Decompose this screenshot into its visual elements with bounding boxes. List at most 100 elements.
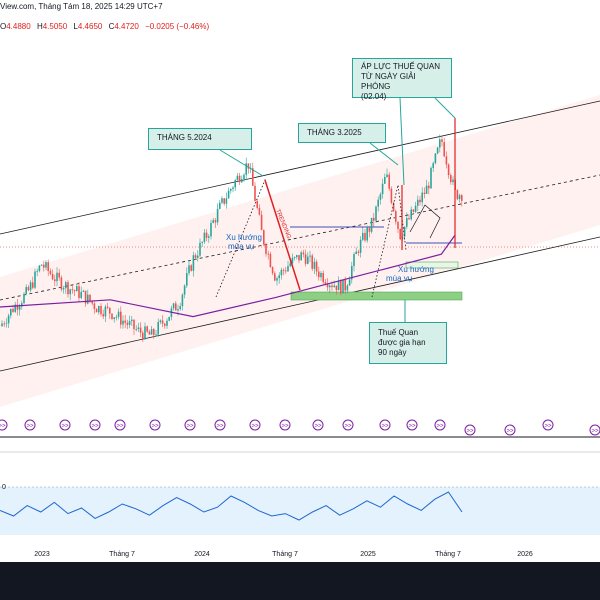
candle-body	[18, 306, 21, 310]
candle-body	[307, 256, 309, 264]
candle-body	[247, 163, 250, 169]
support-band	[290, 291, 463, 301]
candle-body	[425, 185, 428, 194]
candle-body	[164, 323, 166, 326]
candle-body	[282, 269, 285, 271]
event-circle-glyph: >>	[545, 424, 553, 430]
event-circle	[504, 424, 516, 436]
candle-body	[232, 187, 234, 190]
candle-body	[436, 147, 439, 154]
candle-body	[14, 304, 16, 312]
candle-body	[227, 190, 230, 199]
candle-body	[432, 163, 434, 168]
candle-body	[285, 270, 287, 272]
candle-body	[357, 251, 360, 253]
tariff-extension-line-1: Thuế Quan	[378, 328, 419, 337]
x-axis-tick: Tháng 7	[109, 551, 135, 558]
event-circle	[89, 419, 101, 431]
oscillator-band	[0, 487, 600, 535]
candle-body	[210, 222, 212, 237]
candle-body	[333, 285, 335, 288]
candle-body	[29, 282, 32, 291]
candle-body	[359, 239, 362, 253]
event-circle-glyph: >>	[252, 424, 260, 430]
low-value: 4.4650	[77, 22, 103, 31]
event-circle-glyph: >>	[437, 424, 445, 430]
x-axis-tick: 2025	[360, 551, 376, 558]
candle-body	[76, 286, 78, 292]
x-axis-tick: Tháng 7	[272, 551, 298, 558]
event-circle	[406, 419, 418, 431]
tariff-pressure-line-2: TỪ NGÀY GIẢI PHÓNG	[361, 72, 416, 91]
candle-body	[238, 175, 241, 183]
callout-may-2024-text: THÁNG 5.2024	[157, 133, 212, 142]
event-circle	[184, 419, 196, 431]
candle-body	[234, 180, 236, 188]
candle-body	[326, 284, 329, 288]
candle-body	[1, 323, 3, 327]
candle-body	[109, 307, 111, 314]
candle-body	[155, 334, 157, 336]
candle-body	[271, 267, 274, 274]
callout-tariff-extension: Thuế Quan được gia hạn 90 ngày	[369, 322, 447, 364]
candle-body	[54, 279, 56, 282]
event-circle-glyph: >>	[27, 424, 35, 430]
candle-body	[320, 273, 322, 278]
candle-body	[265, 244, 267, 254]
candle-body	[289, 263, 291, 267]
candle-body	[115, 316, 118, 318]
candle-body	[80, 291, 82, 299]
candle-body	[133, 319, 135, 330]
candle-body	[408, 218, 410, 220]
candle-body	[58, 272, 60, 278]
candle-body	[274, 273, 276, 281]
candle-body	[351, 266, 353, 280]
candle-body	[322, 273, 324, 283]
candle-body	[60, 277, 63, 290]
candle-body	[370, 217, 373, 232]
channel-upper-line	[0, 100, 600, 235]
candle-body	[32, 282, 34, 288]
candle-body	[137, 327, 140, 330]
candle-body	[201, 241, 203, 243]
candle-body	[434, 153, 437, 164]
candle-body	[139, 327, 142, 333]
candle-body	[95, 309, 98, 313]
event-circle-glyph: >>	[282, 424, 290, 430]
event-circle	[249, 419, 261, 431]
tariff-extension-line-3: 90 ngày	[378, 348, 407, 357]
candle-body	[148, 331, 151, 335]
event-circle-glyph: >>	[315, 424, 323, 430]
candle-body	[428, 185, 430, 189]
candle-body	[311, 255, 313, 269]
candle-body	[128, 321, 131, 325]
candle-body	[3, 323, 5, 325]
candle-body	[412, 209, 415, 212]
x-axis-tick: 2023	[34, 551, 50, 558]
event-circle-glyph: >>	[187, 424, 195, 430]
candle-body	[197, 255, 199, 258]
candle-body	[313, 261, 316, 269]
candle-body	[296, 255, 298, 258]
candle-body	[340, 280, 342, 294]
candle-body	[406, 218, 408, 227]
candle-body	[73, 290, 76, 292]
event-circle	[279, 419, 291, 431]
event-circle-glyph: >>	[345, 424, 353, 430]
downtrend-label-2: Xu hướng	[398, 265, 434, 274]
candle-body	[366, 227, 368, 241]
candle-body	[381, 183, 384, 195]
candle-body	[126, 322, 129, 325]
x-axis-tick: 2026	[517, 551, 533, 558]
candle-body	[287, 266, 289, 272]
candle-body	[40, 264, 43, 266]
channel-mid-line	[0, 174, 600, 301]
callout-pointer-tariff	[399, 97, 405, 186]
candle-body	[364, 232, 366, 241]
candle-body	[267, 253, 269, 255]
chart-header: View.com, Tháng Tám 18, 2025 14:29 UTC+7…	[0, 0, 600, 34]
candle-body	[43, 264, 45, 268]
candle-body	[335, 285, 338, 291]
candle-body	[216, 208, 219, 223]
